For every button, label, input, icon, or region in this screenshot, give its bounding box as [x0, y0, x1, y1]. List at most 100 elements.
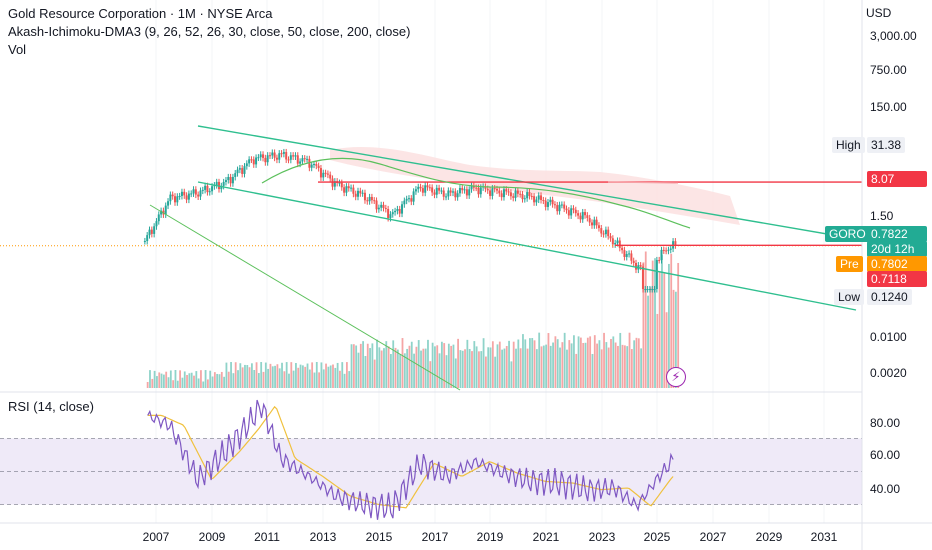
price-axis-label[interactable]: 150.00: [870, 100, 907, 114]
volume-bar: [313, 372, 316, 388]
volume-bar: [172, 380, 175, 388]
volume-bar: [637, 338, 640, 388]
time-axis-label[interactable]: 2031: [810, 530, 838, 544]
price-axis-label[interactable]: 750.00: [870, 63, 907, 77]
rsi-axis-label[interactable]: 40.00: [870, 482, 901, 496]
candle: [595, 219, 598, 226]
candle: [412, 191, 415, 202]
candle: [310, 164, 313, 168]
volume-bar: [559, 347, 561, 388]
time-axis-label[interactable]: 2015: [365, 530, 393, 544]
volume-bar: [304, 366, 307, 388]
volume-bar: [600, 349, 603, 388]
volume-bar: [348, 371, 351, 388]
time-axis-label[interactable]: 2017: [421, 530, 449, 544]
volume-bar: [364, 355, 367, 388]
rsi-legend[interactable]: RSI (14, close): [8, 399, 94, 414]
candle: [648, 289, 651, 291]
time-axis-label[interactable]: 2013: [309, 530, 337, 544]
volume-bar: [329, 365, 332, 388]
time-axis-label[interactable]: 2007: [142, 530, 170, 544]
candle: [354, 193, 357, 197]
volume-bar: [475, 346, 478, 388]
candle: [343, 187, 346, 193]
candle: [229, 176, 232, 184]
volume-bar: [533, 340, 536, 388]
time-axis-label[interactable]: 2021: [532, 530, 560, 544]
candle: [523, 198, 526, 200]
candle: [584, 212, 587, 216]
volume-bar: [158, 372, 161, 388]
candle: [275, 157, 278, 160]
candle: [190, 193, 193, 195]
volume-bar: [642, 262, 645, 388]
price-axis-label[interactable]: 1.50: [870, 209, 894, 223]
symbol-tag[interactable]: GORO: [825, 226, 870, 242]
time-axis-label[interactable]: 2019: [476, 530, 504, 544]
price-axis-label[interactable]: 3,000.00: [870, 29, 917, 43]
volume-bar: [489, 347, 492, 388]
chart-title[interactable]: Gold Resource Corporation · 1M · NYSE Ar…: [8, 6, 273, 21]
candle: [489, 190, 492, 196]
candle: [470, 185, 473, 190]
volume-bar: [464, 349, 466, 388]
volume-legend[interactable]: Vol: [8, 42, 27, 57]
lightning-icon[interactable]: ⚡: [666, 367, 686, 387]
volume-bar: [556, 339, 559, 388]
candle: [461, 187, 464, 191]
volume-bar: [656, 313, 659, 388]
volume-bar: [635, 337, 638, 388]
volume-bar: [538, 332, 541, 388]
candle: [435, 187, 438, 195]
currency-button[interactable]: USD: [866, 6, 892, 20]
candle: [442, 190, 445, 197]
candle: [234, 173, 237, 177]
volume-bar: [420, 350, 422, 388]
time-axis-label[interactable]: 2025: [643, 530, 671, 544]
candle: [586, 215, 589, 218]
volume-bar: [151, 378, 154, 388]
candle: [486, 188, 489, 191]
time-axis-label[interactable]: 2029: [755, 530, 783, 544]
volume-bar: [288, 373, 290, 388]
time-axis-label[interactable]: 2011: [254, 530, 280, 544]
rsi-axis-label[interactable]: 80.00: [870, 416, 901, 430]
price-axis-label[interactable]: 0.0100: [870, 330, 907, 344]
last-price-tag[interactable]: 0.7822: [867, 226, 927, 242]
volume-bar: [359, 343, 362, 388]
level-tag[interactable]: 0.7118: [867, 271, 927, 287]
candle: [542, 200, 545, 202]
time-axis-label[interactable]: 2023: [588, 530, 616, 544]
candle: [403, 200, 406, 205]
candle: [628, 253, 631, 255]
time-axis-label[interactable]: 2009: [198, 530, 226, 544]
price-axis-label[interactable]: 0.0020: [870, 366, 907, 380]
candle: [528, 192, 531, 197]
volume-bar: [554, 336, 557, 388]
volume-bar: [176, 380, 179, 388]
volume-bar: [253, 370, 256, 388]
volume-bar: [403, 353, 406, 388]
candle: [222, 181, 225, 186]
rsi-axis-label[interactable]: 60.00: [870, 448, 901, 462]
volume-bar: [596, 343, 598, 388]
volume-bar: [394, 347, 397, 388]
candle: [553, 204, 556, 206]
volume-bar: [295, 363, 297, 388]
candle: [616, 240, 619, 243]
volume-bar: [531, 338, 534, 388]
volume-bar: [320, 362, 323, 388]
time-axis-label[interactable]: 2027: [699, 530, 727, 544]
volume-bar: [610, 338, 612, 388]
volume-bar: [510, 361, 513, 388]
resistance-tag[interactable]: 8.07: [867, 171, 927, 187]
volume-bar: [429, 361, 432, 388]
volume-bar: [503, 348, 506, 388]
volume-bar: [174, 370, 177, 388]
indicator-legend[interactable]: Akash-Ichimoku-DMA3 (9, 26, 52, 26, 30, …: [8, 24, 411, 39]
bar-countdown: 20d 12h: [867, 241, 927, 257]
candle: [206, 185, 209, 193]
candle: [512, 196, 515, 198]
candle: [530, 196, 533, 198]
